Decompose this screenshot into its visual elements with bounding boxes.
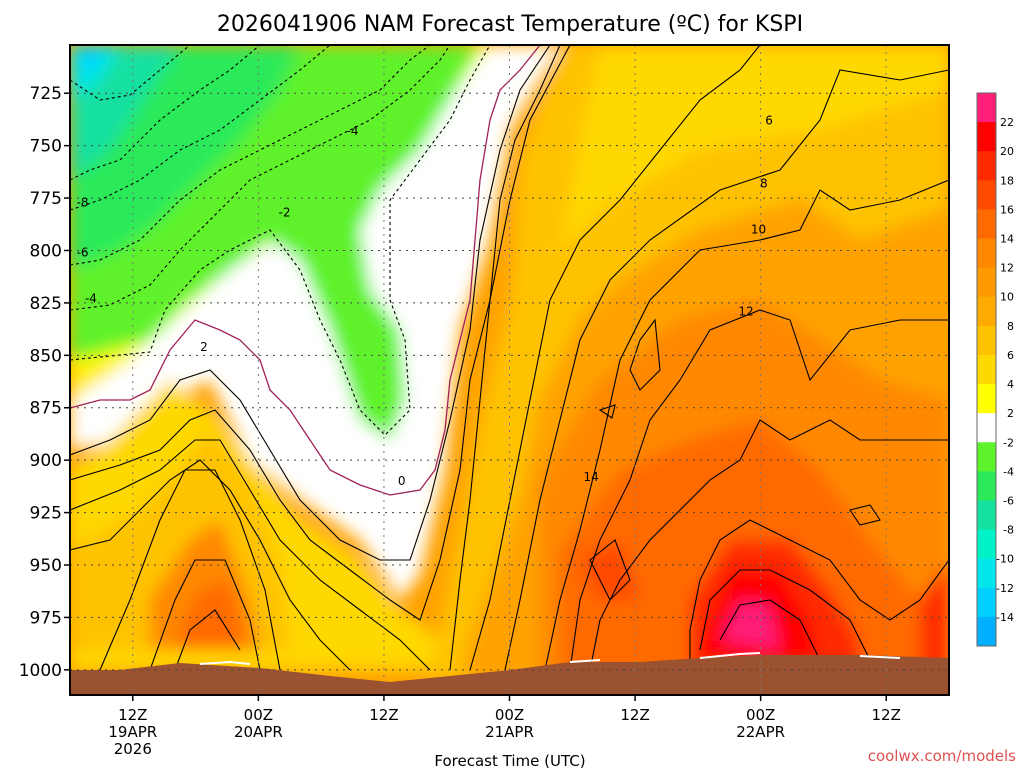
y-tick-label: 950 — [30, 556, 62, 576]
y-tick-label: 800 — [30, 241, 62, 261]
y-tick-label: 975 — [30, 608, 62, 628]
y-tick-label: 850 — [30, 346, 62, 366]
colorbar-label: 4 — [1007, 378, 1014, 391]
colorbar-swatch — [977, 413, 996, 443]
colorbar: 22 20 18 16 14 12 10 8 6 4 2 -2 -4 -6 -8 -10 -12 -14 — [976, 92, 1014, 647]
x-axis-label: Forecast Time (UTC) — [434, 752, 585, 768]
contour-label: 0 — [398, 474, 406, 488]
colorbar-label: 2 — [1007, 407, 1014, 420]
colorbar-label: 16 — [1000, 203, 1014, 216]
temperature-field — [70, 45, 949, 695]
colorbar-label: -12 — [996, 582, 1014, 595]
colorbar-swatch — [977, 529, 996, 560]
contour-label: -6 — [77, 246, 89, 260]
contour-label: 8 — [760, 176, 768, 190]
colorbar-swatch — [977, 500, 996, 531]
contour-label: -8 — [77, 195, 89, 209]
colorbar-swatch — [977, 267, 996, 298]
y-tick-label: 825 — [30, 294, 62, 314]
colorbar-label: 12 — [1000, 262, 1014, 275]
x-tick-date: 22APR — [736, 723, 785, 741]
contour-label: 6 — [765, 113, 773, 127]
colorbar-label: -6 — [1003, 494, 1014, 507]
y-tick-label: 875 — [30, 399, 62, 419]
y-tick-label: 900 — [30, 451, 62, 471]
contour-label: 14 — [583, 470, 598, 484]
contour-label: -4 — [85, 292, 97, 306]
x-tick-label: 00Z — [746, 706, 775, 724]
colorbar-label: 14 — [1000, 233, 1014, 246]
colorbar-label: 10 — [1000, 291, 1014, 304]
contour-label: 10 — [751, 223, 766, 237]
colorbar-swatch — [977, 151, 996, 181]
x-tick-date: 19APR — [108, 723, 157, 741]
colorbar-swatch — [977, 384, 996, 414]
colorbar-swatch — [977, 209, 996, 240]
x-tick-date: 21APR — [485, 723, 534, 741]
colorbar-label: 6 — [1007, 349, 1014, 362]
colorbar-swatch — [977, 442, 996, 472]
colorbar-swatch — [977, 325, 996, 356]
x-tick-label: 12Z — [872, 706, 901, 724]
colorbar-swatch — [977, 587, 996, 618]
colorbar-label: 20 — [1000, 145, 1014, 158]
contour-label: 12 — [738, 304, 753, 318]
colorbar-label: -14 — [996, 611, 1014, 624]
y-tick-label: 725 — [30, 84, 62, 104]
y-axis: 725 750 775 800 825 850 875 900 925 950 975 1000 — [19, 84, 70, 681]
colorbar-swatch — [977, 180, 996, 210]
colorbar-label: -4 — [1003, 465, 1014, 478]
colorbar-swatch — [977, 296, 996, 327]
y-tick-label: 750 — [30, 137, 62, 157]
colorbar-label: -2 — [1003, 436, 1014, 449]
colorbar-label: 8 — [1007, 320, 1014, 333]
y-tick-label: 775 — [30, 189, 62, 209]
colorbar-swatch — [977, 238, 996, 269]
contour-label: -4 — [347, 124, 359, 138]
colorbar-swatch — [977, 354, 996, 385]
contour-labels: -8 -6 -4 -4 -2 2 0 14 12 10 8 6 — [77, 113, 773, 488]
x-tick-label: 00Z — [495, 706, 524, 724]
footer-credit: coolwx.com/models — [868, 747, 1016, 765]
x-tick-year: 2026 — [114, 740, 152, 758]
colorbar-swatch — [977, 471, 996, 501]
x-tick-label: 12Z — [118, 706, 147, 724]
contour-label: 2 — [200, 340, 208, 354]
colorbar-label: -10 — [996, 553, 1014, 566]
y-tick-label: 925 — [30, 504, 62, 524]
colorbar-swatch — [977, 616, 996, 647]
x-tick-label: 12Z — [620, 706, 649, 724]
y-tick-label: 1000 — [19, 661, 62, 681]
x-tick-label: 12Z — [369, 706, 398, 724]
colorbar-swatch — [977, 558, 996, 589]
x-tick-label: 00Z — [244, 706, 273, 724]
x-tick-date: 20APR — [234, 723, 283, 741]
contour-label: -2 — [279, 206, 291, 220]
colorbar-label: -8 — [1003, 524, 1014, 537]
chart-title: 2026041906 NAM Forecast Temperature (ºC)… — [217, 12, 803, 37]
colorbar-label: 22 — [1000, 116, 1014, 129]
colorbar-swatch — [977, 93, 996, 123]
colorbar-label: 18 — [1000, 174, 1014, 187]
colorbar-swatch — [977, 122, 996, 152]
colorbar-frame — [976, 92, 997, 647]
